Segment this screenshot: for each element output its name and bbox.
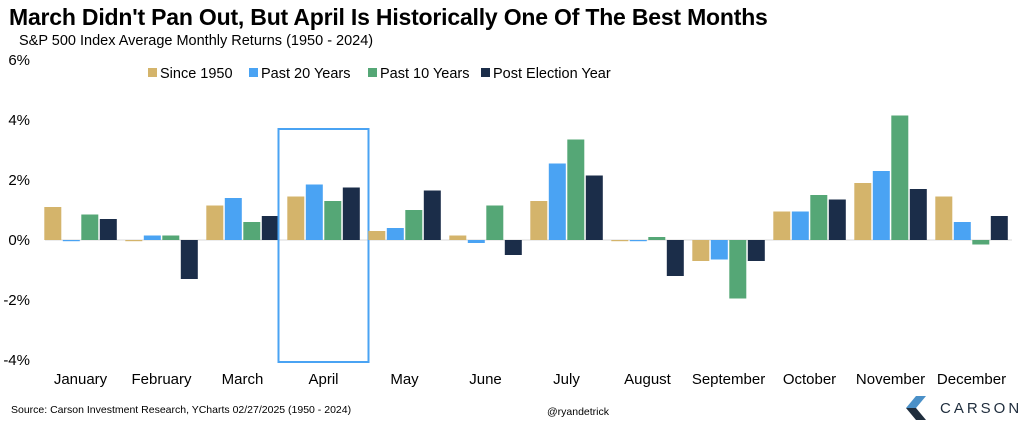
bar (611, 240, 629, 242)
bar (953, 222, 971, 240)
bar (972, 240, 990, 245)
x-tick-label: January (54, 371, 108, 388)
bar (648, 237, 666, 240)
bar (990, 216, 1008, 240)
bar (692, 240, 710, 261)
carson-logo: CARSON (904, 394, 1022, 422)
x-tick-label: April (308, 371, 338, 388)
bar (287, 196, 305, 240)
bar (467, 240, 485, 243)
bar (44, 207, 62, 240)
legend-swatch (368, 68, 377, 77)
bar (81, 214, 99, 240)
bar (629, 240, 647, 242)
bar (180, 240, 198, 279)
bar-chart: -4% -2% 0% 2% 4% 6% January February March April M… (3, 52, 1012, 388)
bar (891, 115, 909, 240)
bar (423, 190, 441, 240)
y-tick-label: 4% (8, 112, 30, 129)
x-tick-label: October (783, 371, 836, 388)
bar (810, 195, 828, 240)
bar (368, 231, 386, 240)
logo-text: CARSON (940, 399, 1023, 417)
bar (125, 240, 143, 242)
y-tick-label: 6% (8, 52, 30, 69)
bar (935, 196, 953, 240)
april-highlight-box (277, 128, 370, 363)
bar (585, 175, 603, 240)
x-tick-label: December (937, 371, 1006, 388)
x-tick-label: March (222, 371, 264, 388)
bar (773, 211, 791, 240)
bar (162, 235, 180, 240)
bar (324, 201, 342, 240)
legend-swatch (249, 68, 258, 77)
bar (909, 189, 927, 240)
source-note: Source: Carson Investment Research, YCha… (11, 404, 352, 416)
chart-subtitle: S&P 500 Index Average Monthly Returns (1… (19, 33, 374, 49)
x-tick-label: September (692, 371, 765, 388)
bar (386, 228, 404, 240)
bar (243, 222, 261, 240)
y-tick-label: 0% (8, 232, 30, 249)
x-tick-label: June (469, 371, 502, 388)
y-tick-label: 2% (8, 172, 30, 189)
bar (567, 139, 585, 240)
y-tick-label: -2% (3, 292, 30, 309)
author-handle: @ryandetrick (547, 406, 610, 418)
bar (206, 205, 224, 240)
bar (261, 216, 279, 240)
bar (486, 205, 504, 240)
bar (224, 198, 242, 240)
legend-label: Since 1950 (160, 66, 233, 82)
bar (530, 201, 548, 240)
legend-label: Past 20 Years (261, 66, 351, 82)
x-tick-label: November (856, 371, 925, 388)
bar (828, 199, 846, 240)
bar (99, 219, 117, 240)
bar (62, 240, 80, 242)
bar (305, 184, 323, 240)
x-tick-label: July (553, 371, 580, 388)
carson-chevron-logo-icon (906, 396, 926, 420)
legend-label: Past 10 Years (380, 66, 470, 82)
x-tick-label: February (131, 371, 192, 388)
bar (854, 183, 872, 240)
legend-swatch (481, 68, 490, 77)
bar (729, 240, 747, 299)
x-tick-label: May (390, 371, 419, 388)
bar (405, 210, 423, 240)
bar (504, 240, 522, 255)
bar (449, 235, 467, 240)
bar (548, 163, 566, 240)
legend-label: Post Election Year (493, 66, 611, 82)
legend-swatch (148, 68, 157, 77)
x-tick-label: August (624, 371, 672, 388)
bar (710, 240, 728, 260)
bar (791, 211, 809, 240)
chart-title: March Didn't Pan Out, But April Is Histo… (9, 4, 768, 30)
bar (872, 171, 890, 240)
bar (143, 235, 161, 240)
bar (342, 187, 360, 240)
bar (747, 240, 765, 261)
y-tick-label: -4% (3, 352, 30, 369)
bar (666, 240, 684, 276)
